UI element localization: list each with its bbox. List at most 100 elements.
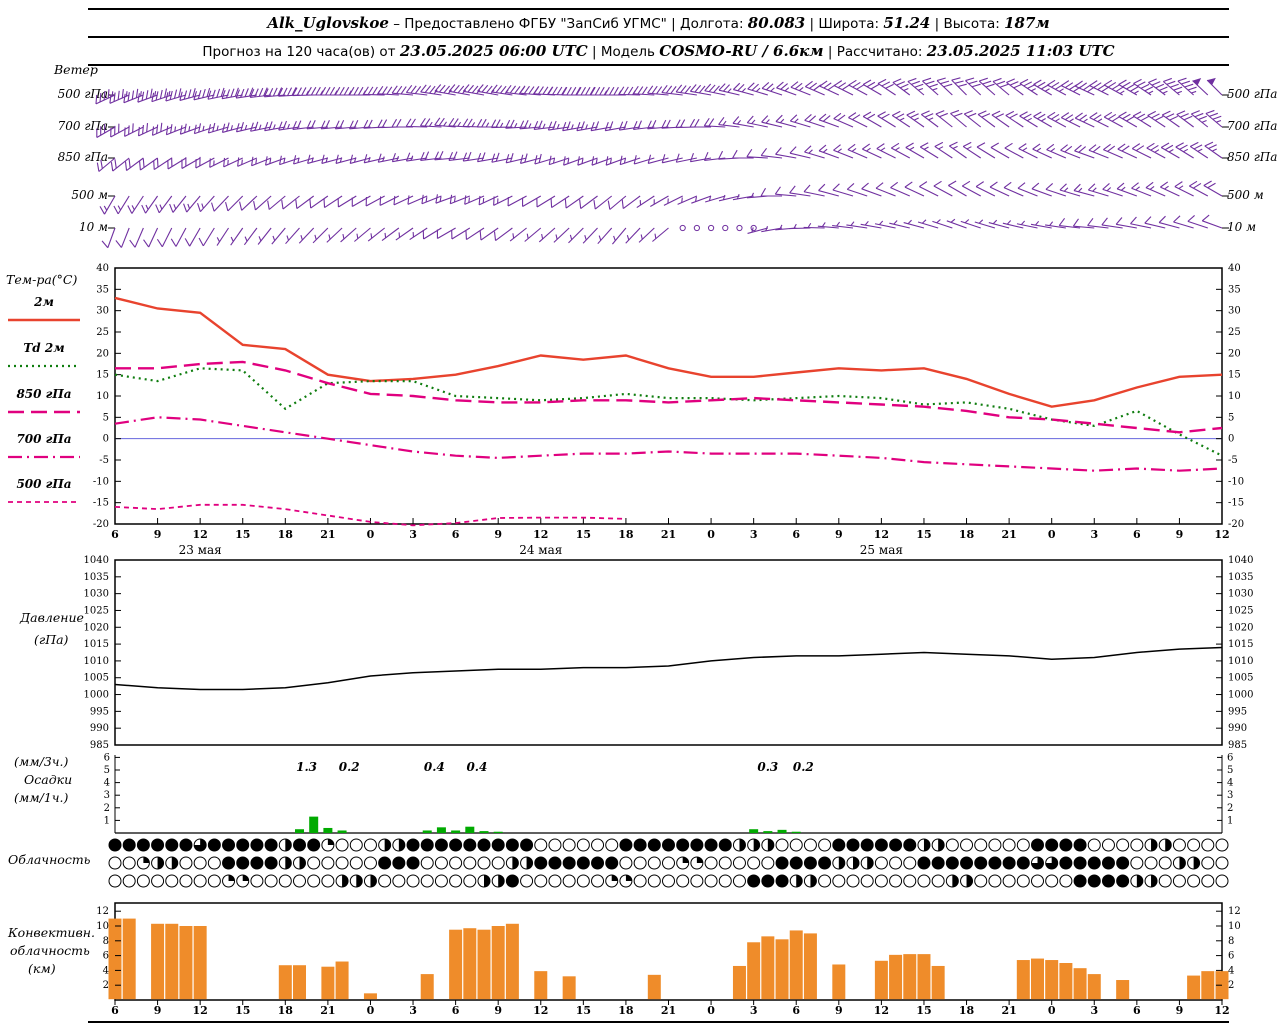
wind-level-label-500hpa: 500 гПа	[57, 87, 108, 101]
precip-bar	[791, 831, 801, 833]
header-segment: |	[823, 44, 837, 60]
svg-text:12: 12	[533, 528, 548, 541]
svg-text:5: 5	[1227, 765, 1233, 776]
svg-text:6: 6	[792, 528, 800, 541]
svg-text:5: 5	[103, 412, 109, 423]
svg-text:6: 6	[111, 528, 119, 541]
convective-bar	[874, 960, 888, 1000]
convective-bar	[1059, 963, 1073, 1000]
series-t2m	[114, 296, 1223, 408]
svg-text:-5: -5	[1228, 455, 1238, 466]
svg-text:5: 5	[1228, 412, 1234, 423]
precip-bar	[451, 830, 461, 833]
svg-text:10: 10	[96, 391, 109, 402]
convective-bar	[278, 965, 292, 1000]
svg-text:1040: 1040	[1228, 555, 1253, 566]
svg-text:21: 21	[1001, 1004, 1016, 1017]
svg-text:0: 0	[367, 528, 375, 541]
convective-bar	[889, 954, 903, 1000]
svg-text:0: 0	[707, 528, 715, 541]
svg-text:21: 21	[661, 1004, 676, 1017]
svg-text:2м: 2м	[33, 295, 54, 309]
svg-text:1005: 1005	[1228, 673, 1253, 684]
svg-text:6: 6	[103, 951, 109, 962]
header-segment: Широта:	[818, 16, 884, 32]
svg-text:15: 15	[916, 1004, 931, 1017]
svg-text:6: 6	[792, 1004, 800, 1017]
convective-bar	[293, 965, 306, 1000]
convective-bar	[165, 923, 179, 1000]
svg-text:Td 2м: Td 2м	[23, 341, 64, 355]
svg-text:0.2: 0.2	[793, 760, 814, 774]
wind-level-label-10m: 10 м	[78, 220, 108, 234]
svg-text:15: 15	[576, 1004, 591, 1017]
svg-text:1035: 1035	[84, 572, 109, 583]
svg-text:18: 18	[959, 1004, 975, 1017]
convective-title-2: облачность	[10, 943, 90, 958]
precip-bar	[323, 827, 333, 833]
convective-bar	[534, 971, 548, 1000]
svg-text:12: 12	[1214, 1004, 1229, 1017]
convective-bar	[449, 929, 463, 1000]
series-t700	[114, 416, 1223, 472]
header-segment: Прогноз на 120 часа(ов) от	[202, 44, 400, 60]
svg-text:1010: 1010	[1228, 656, 1253, 667]
svg-text:990: 990	[1228, 723, 1247, 734]
svg-text:4: 4	[103, 965, 109, 976]
convective-bar	[775, 939, 789, 1000]
svg-text:12: 12	[533, 1004, 548, 1017]
svg-text:8: 8	[1228, 936, 1234, 947]
svg-text:-15: -15	[93, 498, 109, 509]
header-segment: |	[930, 16, 944, 32]
svg-text:1020: 1020	[1228, 622, 1253, 633]
svg-text:1: 1	[1227, 815, 1233, 826]
precip-bar	[777, 829, 787, 833]
header-segment: 23.05.2025 06:00 UTC	[399, 42, 588, 60]
svg-text:12: 12	[192, 528, 207, 541]
svg-text:1030: 1030	[84, 589, 109, 600]
convective-bar	[1016, 960, 1030, 1000]
convective-bar	[108, 918, 122, 1000]
svg-text:9: 9	[1176, 528, 1184, 541]
convective-bar	[1045, 960, 1059, 1000]
convective-bar	[477, 929, 491, 1000]
svg-text:18: 18	[959, 528, 975, 541]
precip-panel: 6 65 54 43 32 21 11.3 0.2 0.4 0.4 0.3 0.2	[104, 752, 1233, 834]
convective-bar	[789, 930, 803, 1000]
wind-level-label-850hpa: 850 гПа	[57, 150, 108, 164]
svg-text:0: 0	[1048, 1004, 1056, 1017]
precip-1h-label: (мм/1ч.)	[14, 790, 69, 805]
convective-bar	[1073, 968, 1087, 1000]
svg-text:985: 985	[1228, 740, 1247, 751]
pressure-line	[114, 646, 1223, 691]
precip-bar	[337, 830, 347, 833]
convective-bar	[832, 964, 846, 1000]
svg-text:1040: 1040	[84, 555, 109, 566]
svg-text:3: 3	[409, 1004, 417, 1017]
svg-text:21: 21	[320, 528, 335, 541]
svg-text:1035: 1035	[1228, 572, 1253, 583]
svg-text:3: 3	[104, 790, 110, 801]
svg-text:9: 9	[494, 1004, 502, 1017]
precip-bar	[749, 829, 759, 833]
series-t850	[115, 360, 1223, 434]
svg-text:10: 10	[1228, 391, 1241, 402]
series-td2m	[114, 367, 1223, 457]
svg-text:995: 995	[1228, 706, 1247, 717]
header-segment: COSMO-RU / 6.6км	[659, 42, 824, 60]
precip-3h-label: (мм/3ч.)	[14, 754, 69, 769]
convective-bar	[335, 961, 349, 1000]
svg-text:0: 0	[707, 1004, 715, 1017]
svg-text:500 гПа: 500 гПа	[16, 477, 71, 491]
convective-bar	[1031, 958, 1044, 1000]
precip-bar	[493, 831, 503, 833]
wind-level-label-500hpa-right: 500 гПа	[1227, 87, 1278, 101]
cloudiness-title: Облачность	[8, 852, 91, 867]
convective-bar	[1187, 975, 1201, 1000]
svg-text:21: 21	[661, 528, 676, 541]
svg-text:995: 995	[90, 706, 109, 717]
svg-text:6: 6	[104, 752, 110, 763]
wind-level-label-700hpa: 700 гПа	[57, 119, 108, 133]
svg-text:12: 12	[1214, 528, 1229, 541]
